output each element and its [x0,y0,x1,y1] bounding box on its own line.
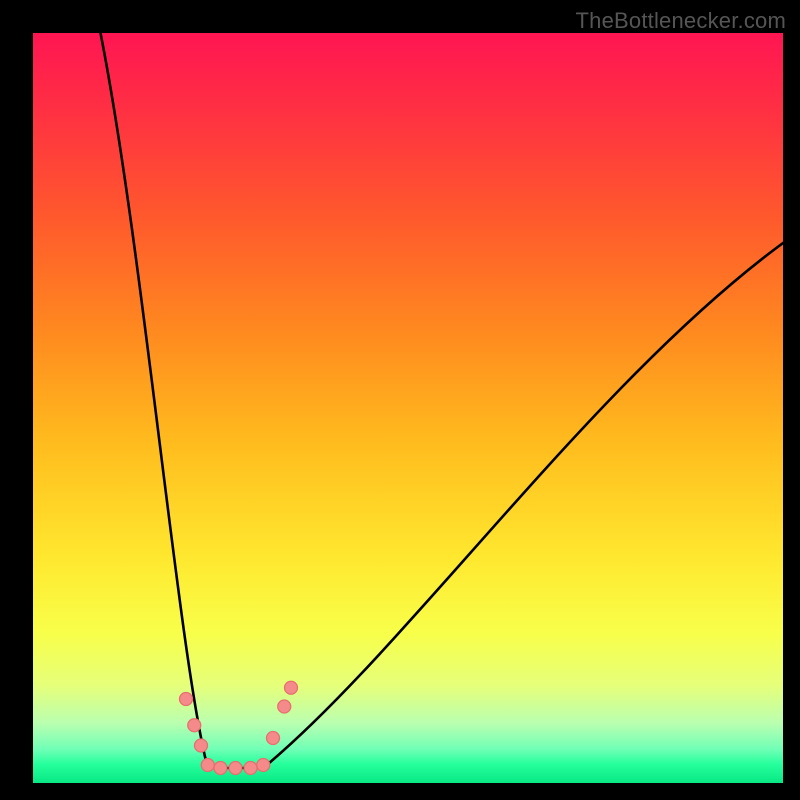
chart-frame: TheBottlenecker.com [0,0,800,800]
curve-marker [267,732,280,745]
watermark-text: TheBottlenecker.com [576,8,786,34]
curve-marker [244,762,257,775]
curve-marker [195,739,208,752]
curve-marker [201,759,214,772]
curve-marker [285,681,298,694]
curve-marker [188,719,201,732]
curve-marker [214,762,227,775]
curve-marker [257,759,270,772]
bottleneck-curve [101,33,784,768]
marker-group [180,681,298,774]
curve-marker [278,700,291,713]
curve-marker [180,693,193,706]
plot-area [33,33,783,783]
curve-marker [229,762,242,775]
curve-layer [33,33,783,783]
